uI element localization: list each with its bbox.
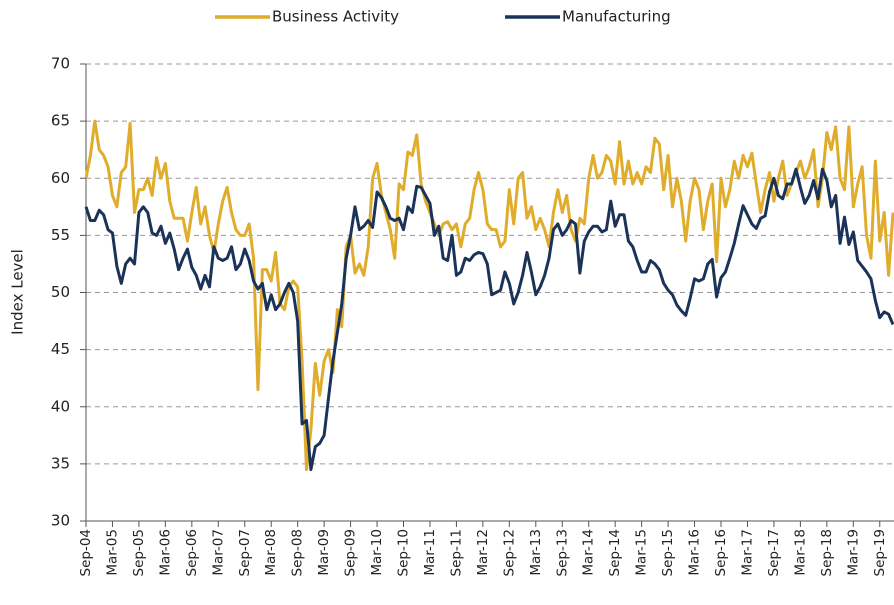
x-tick-label: Sep-14 xyxy=(607,529,623,577)
x-tick-label: Sep-16 xyxy=(713,529,729,577)
x-tick-label: Sep-10 xyxy=(396,529,412,577)
x-tick-label: Sep-07 xyxy=(237,529,253,577)
x-tick-label: Mar-12 xyxy=(475,529,491,576)
y-axis-label: Index Level xyxy=(9,249,27,335)
x-tick-label: Sep-06 xyxy=(184,529,200,577)
x-tick-label: Sep-15 xyxy=(660,529,676,577)
x-tick-label: Sep-09 xyxy=(343,529,359,577)
y-tick-label: 55 xyxy=(51,226,70,244)
x-tick-label: Mar-10 xyxy=(369,529,385,576)
x-tick-label: Sep-17 xyxy=(766,529,782,577)
x-tick-label: Mar-11 xyxy=(422,529,438,576)
x-tick-label: Mar-13 xyxy=(528,529,544,576)
x-tick-label: Mar-06 xyxy=(157,529,173,576)
y-tick-label: 50 xyxy=(51,283,70,301)
x-tick-label: Mar-16 xyxy=(687,529,703,576)
legend-label: Manufacturing xyxy=(562,8,671,26)
x-tick-label: Mar-15 xyxy=(634,529,650,576)
y-tick-label: 45 xyxy=(51,340,70,358)
x-tick-label: Sep-19 xyxy=(872,529,888,577)
y-tick-label: 40 xyxy=(51,397,70,415)
x-tick-label: Sep-04 xyxy=(78,529,94,577)
x-tick-label: Sep-05 xyxy=(131,529,147,577)
y-tick-label: 70 xyxy=(51,55,70,73)
y-tick-label: 60 xyxy=(51,169,70,187)
x-tick-label: Mar-19 xyxy=(845,529,861,576)
y-tick-label: 65 xyxy=(51,112,70,130)
x-tick-label: Sep-08 xyxy=(290,529,306,577)
x-tick-label: Sep-18 xyxy=(819,529,835,577)
legend-label: Business Activity xyxy=(272,8,399,26)
series-line xyxy=(84,119,894,472)
x-tick-label: Mar-18 xyxy=(792,529,808,576)
y-tick-label: 35 xyxy=(51,454,70,472)
x-tick-label: Mar-05 xyxy=(104,529,120,576)
x-tick-label: Mar-08 xyxy=(263,529,279,576)
x-tick-label: Sep-12 xyxy=(501,529,517,577)
y-tick-label: 30 xyxy=(51,512,70,530)
x-tick-label: Mar-07 xyxy=(210,529,226,576)
x-tick-label: Mar-09 xyxy=(316,529,332,576)
series-line xyxy=(84,167,894,472)
x-tick-label: Sep-13 xyxy=(554,529,570,577)
x-tick-label: Mar-14 xyxy=(581,529,597,576)
x-tick-label: Sep-11 xyxy=(448,529,464,577)
x-tick-label: Mar-17 xyxy=(739,529,755,576)
